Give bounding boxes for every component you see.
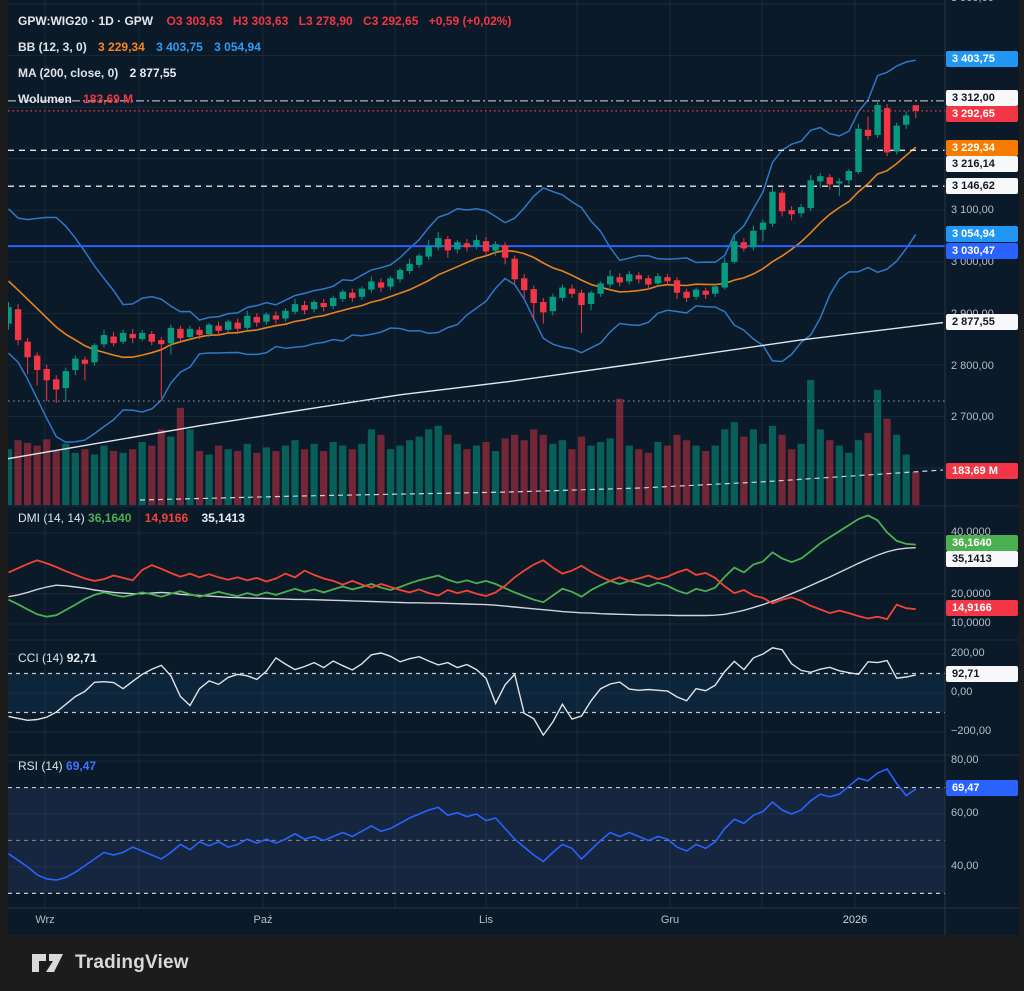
price-axis-label: 0,00 <box>951 686 973 698</box>
dmi-adx-value: 35,1413 <box>201 511 245 525</box>
left-margin <box>0 0 8 935</box>
price-axis-label: 2 800,00 <box>951 360 994 372</box>
footer-bar: TradingView <box>0 935 1024 991</box>
volume-label: Wolumen <box>18 92 72 106</box>
volume-indicator-row[interactable]: Wolumen 183,69 M <box>18 86 518 112</box>
dmi-label: DMI (14, 14) <box>18 511 85 525</box>
bb-lower-value: 3 054,94 <box>214 40 261 54</box>
rsi-value: 69,47 <box>66 759 97 773</box>
ma-value: 2 877,55 <box>129 66 177 80</box>
price-axis-label: 80,00 <box>951 754 979 766</box>
price-axis-label: 60,00 <box>951 807 979 819</box>
price-axis-label: 2 700,00 <box>951 411 994 423</box>
price-axis-badge: 3 292,65 <box>946 106 1018 122</box>
time-axis-label: 2026 <box>842 914 868 926</box>
price-axis-badge: 3 054,94 <box>946 226 1018 242</box>
price-axis-label: 20,0000 <box>951 588 991 600</box>
price-axis-badge: 36,1640 <box>946 535 1018 551</box>
dmi-pane-legend[interactable]: DMI (14, 14) 36,1640 14,9166 35,1413 <box>18 511 253 525</box>
price-axis-badge: 3 216,14 <box>946 156 1018 172</box>
time-axis-label: Paź <box>253 914 273 926</box>
change-label: +0,59 (+0,02%) <box>428 14 512 28</box>
time-axis-label: Lis <box>478 914 494 926</box>
ma-label: MA (200, close, 0) <box>18 66 119 80</box>
open-label: O3 303,63 <box>166 14 223 28</box>
price-axis-label: −200,00 <box>951 725 992 737</box>
chart-canvas[interactable] <box>0 0 1024 935</box>
price-axis-label: 200,00 <box>951 647 985 659</box>
price-axis-badge: 3 146,62 <box>946 178 1018 194</box>
cci-pane-legend[interactable]: CCI (14) 92,71 <box>18 651 105 665</box>
price-axis-label: 3 000,00 <box>951 256 994 268</box>
time-axis-label: Gru <box>660 914 680 926</box>
low-label: L3 278,90 <box>298 14 353 28</box>
rsi-label: RSI (14) <box>18 759 63 773</box>
dmi-plus-value: 36,1640 <box>88 511 132 525</box>
price-axis-label: 10,0000 <box>951 617 991 629</box>
price-axis-badge: 3 030,47 <box>946 243 1018 259</box>
high-label: H3 303,63 <box>232 14 289 28</box>
price-axis-badge: 69,47 <box>946 780 1018 796</box>
cci-value: 92,71 <box>66 651 97 665</box>
volume-value: 183,69 M <box>83 92 134 106</box>
price-axis-label: 40,00 <box>951 860 979 872</box>
bb-basis-value: 3 229,34 <box>98 40 145 54</box>
legend: GPW:WIG20 · 1D · GPW O3 303,63 H3 303,63… <box>18 8 518 112</box>
price-axis-badge: 92,71 <box>946 666 1018 682</box>
dmi-minus-value: 14,9166 <box>144 511 189 525</box>
cci-label: CCI (14) <box>18 651 64 665</box>
price-axis-badge: 14,9166 <box>946 600 1018 616</box>
brand-wordmark: TradingView <box>75 952 189 973</box>
ma-indicator-row[interactable]: MA (200, close, 0) 2 877,55 <box>18 60 518 86</box>
rsi-pane-legend[interactable]: RSI (14) 69,47 <box>18 759 96 773</box>
tradingview-logo[interactable]: TradingView <box>30 950 189 976</box>
price-axis-label: 3 100,00 <box>951 204 994 216</box>
right-margin <box>1019 0 1024 935</box>
price-axis-badge: 3 312,00 <box>946 90 1018 106</box>
time-axis-label: Wrz <box>35 914 55 926</box>
price-axis-label: 3 500,00 <box>951 0 994 4</box>
price-axis-badge: 3 229,34 <box>946 140 1018 156</box>
close-label: C3 292,65 <box>363 14 419 28</box>
bb-upper-value: 3 403,75 <box>156 40 203 54</box>
price-axis-badge: 183,69 M <box>946 463 1018 479</box>
tradingview-logo-icon <box>32 954 63 972</box>
price-axis-badge: 3 403,75 <box>946 51 1018 67</box>
symbol-title: GPW:WIG20 · 1D · GPW <box>18 14 154 28</box>
bb-indicator-row[interactable]: BB (12, 3, 0) 3 229,34 3 403,75 3 054,94 <box>18 34 518 60</box>
price-axis-badge: 2 877,55 <box>946 314 1018 330</box>
symbol-row[interactable]: GPW:WIG20 · 1D · GPW O3 303,63 H3 303,63… <box>18 8 518 34</box>
price-axis-badge: 35,1413 <box>946 551 1018 567</box>
bb-label: BB (12, 3, 0) <box>18 40 87 54</box>
